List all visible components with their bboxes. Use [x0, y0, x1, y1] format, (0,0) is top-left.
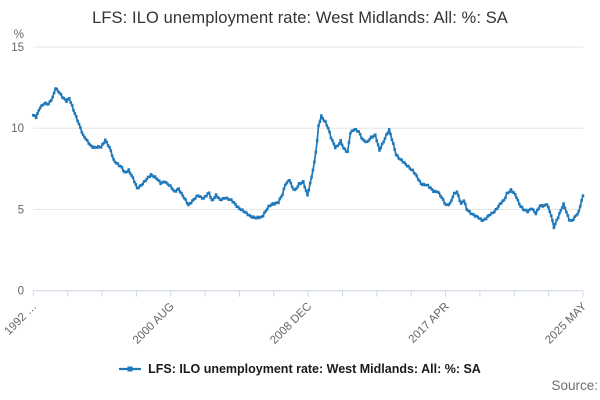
series-markers — [31, 87, 585, 230]
legend-line-marker-icon — [119, 366, 142, 372]
y-axis-tick-label: 10 — [11, 123, 24, 135]
chart-title: LFS: ILO unemployment rate: West Midland… — [92, 9, 508, 27]
x-axis-tick-label: 2025 MAY — [543, 300, 589, 346]
y-axis-tick-label: 0 — [18, 286, 24, 298]
source-label: Source: — [551, 378, 598, 393]
x-axis-tick-label: 2008 DEC — [268, 301, 314, 347]
y-axis-unit-label: % — [14, 29, 24, 41]
x-axis-tick-label: 1992 … — [2, 301, 39, 338]
legend-item[interactable]: LFS: ILO unemployment rate: West Midland… — [119, 362, 481, 376]
x-axis-tick-label: 2000 AUG — [131, 301, 177, 347]
legend: LFS: ILO unemployment rate: West Midland… — [0, 362, 600, 376]
y-axis-tick-label: 5 — [18, 204, 24, 216]
plot-area: 15 10 5 0% 1992 … 2000 AUG 2008 DEC 2017 APR 202… — [2, 29, 589, 347]
x-axis-tick-label: 2017 APR — [407, 301, 452, 346]
series-line — [32, 87, 584, 229]
legend-label: LFS: ILO unemployment rate: West Midland… — [148, 362, 481, 376]
y-axis-tick-label: 15 — [11, 42, 24, 54]
